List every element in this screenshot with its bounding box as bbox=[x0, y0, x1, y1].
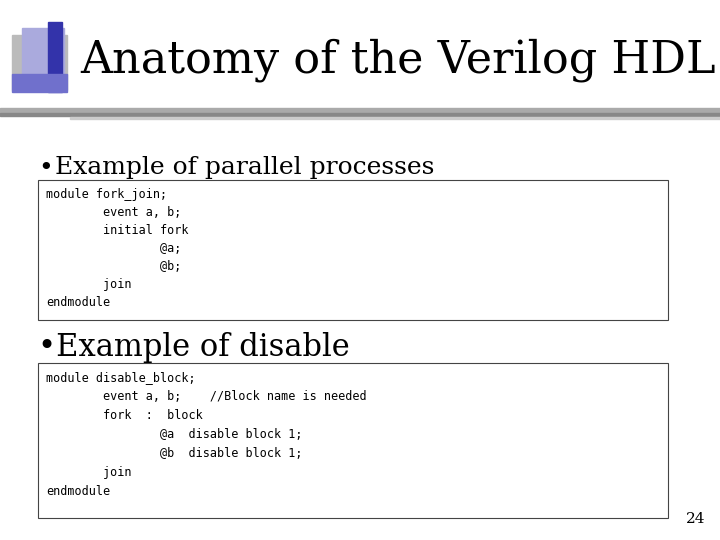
Text: endmodule: endmodule bbox=[46, 296, 110, 309]
Text: Example of parallel processes: Example of parallel processes bbox=[55, 156, 434, 179]
Text: Anatomy of the Verilog HDL: Anatomy of the Verilog HDL bbox=[80, 38, 716, 82]
Text: event a, b;    //Block name is needed: event a, b; //Block name is needed bbox=[46, 390, 366, 403]
Text: 24: 24 bbox=[685, 512, 705, 526]
Text: module fork_join;: module fork_join; bbox=[46, 188, 167, 201]
Bar bbox=[48, 22, 62, 92]
Bar bbox=[0, 108, 720, 113]
FancyBboxPatch shape bbox=[38, 180, 668, 320]
Text: @b  disable block 1;: @b disable block 1; bbox=[46, 447, 302, 460]
Text: initial fork: initial fork bbox=[46, 224, 189, 237]
Text: event a, b;: event a, b; bbox=[46, 206, 181, 219]
Text: @a  disable block 1;: @a disable block 1; bbox=[46, 428, 302, 441]
Text: •: • bbox=[38, 156, 53, 180]
Text: fork  :  block: fork : block bbox=[46, 409, 203, 422]
Text: endmodule: endmodule bbox=[46, 485, 110, 498]
Bar bbox=[12, 74, 67, 92]
Text: @b;: @b; bbox=[46, 260, 181, 273]
Text: module disable_block;: module disable_block; bbox=[46, 371, 196, 384]
FancyBboxPatch shape bbox=[38, 363, 668, 518]
Bar bbox=[0, 113, 720, 116]
Text: join: join bbox=[46, 278, 132, 291]
Bar bbox=[70, 117, 720, 119]
Text: @a;: @a; bbox=[46, 242, 181, 255]
Bar bbox=[22, 28, 64, 78]
Text: join: join bbox=[46, 466, 132, 479]
Bar bbox=[12, 35, 67, 90]
Text: •Example of disable: •Example of disable bbox=[38, 332, 350, 363]
